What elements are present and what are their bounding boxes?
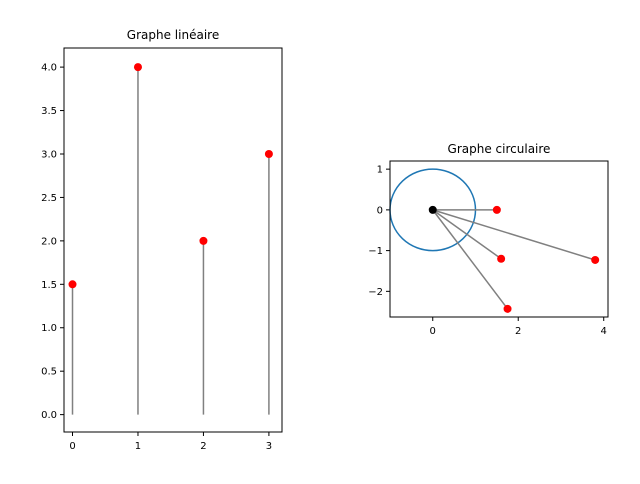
connector-line [432,209,596,261]
circular-chart: Graphe circulaire 0 2 4 1 0 −1 −2 [368,142,609,337]
point-marker [591,255,600,264]
chart1-markers [68,63,273,289]
x-tick-label: 2 [200,441,206,452]
stem-marker [199,236,208,245]
y-tick-label: 0 [377,205,383,216]
connector-line [432,209,502,260]
x-tick-label: 2 [515,326,521,337]
x-tick-label: 0 [69,441,75,452]
y-tick-label: 1.0 [41,323,57,334]
x-tick-label: 1 [135,441,141,452]
stem-marker [68,280,77,289]
y-tick-label: 3.0 [41,149,57,160]
chart1-stems [71,67,270,415]
x-tick-label: 4 [601,326,607,337]
stem-marker [133,63,142,72]
stem-marker [264,149,273,158]
chart2-axes-frame [389,160,609,318]
y-tick-label: −1 [368,246,383,257]
y-tick-label: 0.5 [41,367,57,378]
linear-stem-chart: Graphe linéaire 0 1 2 3 0.0 0.5 1.0 1.5 2.0 2.5 3.… [41,28,283,452]
chart2-title: Graphe circulaire [448,142,551,156]
y-tick-label: 4.0 [41,63,57,74]
y-tick-label: −2 [368,287,383,298]
y-tick-label: 2.0 [41,236,57,247]
chart2-lines [432,209,596,310]
point-marker [492,205,501,214]
point-marker [503,304,512,313]
chart1-ticks: 0 1 2 3 0.0 0.5 1.0 1.5 2.0 2.5 3.0 3.5 4.0 [41,63,272,452]
y-tick-label: 1 [377,165,383,176]
y-tick-label: 1.5 [41,280,57,291]
point-marker [497,254,506,263]
origin-marker [428,205,437,214]
chart2-markers [428,205,600,313]
chart1-title: Graphe linéaire [127,28,219,42]
connector-line [432,209,509,310]
x-tick-label: 3 [266,441,272,452]
y-tick-label: 0.0 [41,410,57,421]
chart1-axes-frame [63,47,283,433]
y-tick-label: 2.5 [41,193,57,204]
x-tick-label: 0 [430,326,436,337]
y-tick-label: 3.5 [41,106,57,117]
